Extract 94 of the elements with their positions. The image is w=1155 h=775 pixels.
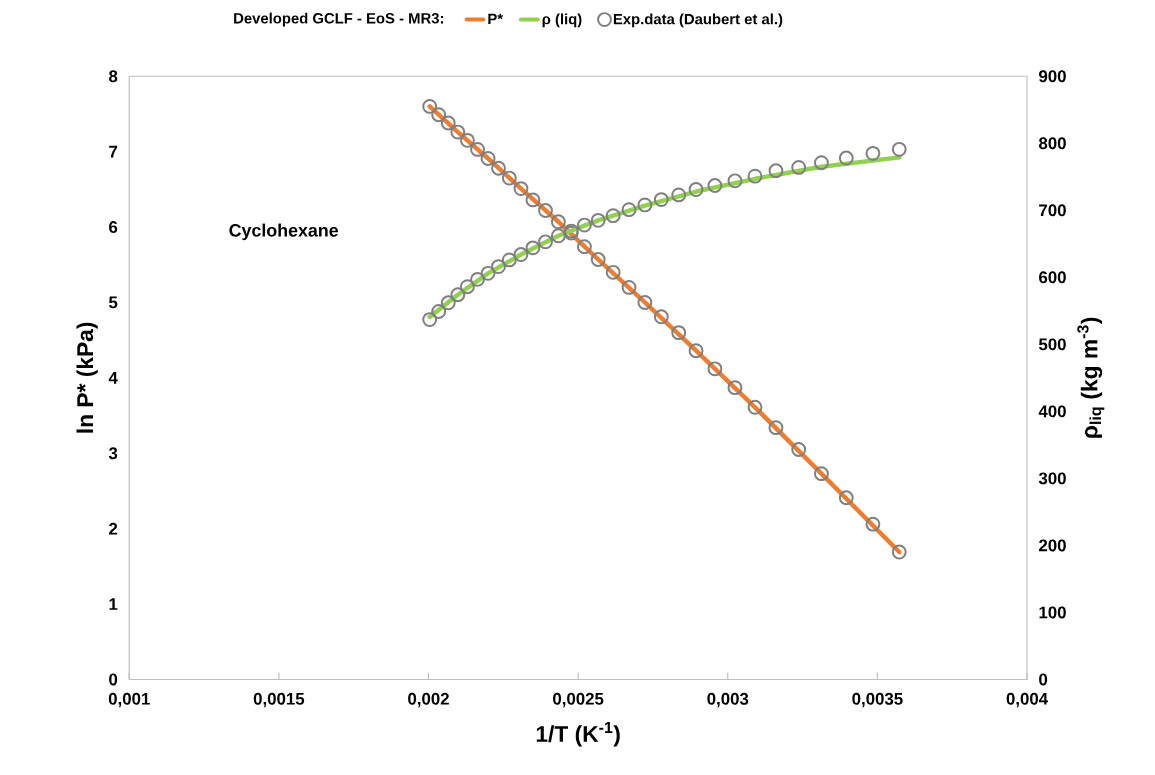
x-tick-label: 0,001 <box>108 693 150 708</box>
point <box>459 279 475 295</box>
point <box>470 272 486 287</box>
point <box>865 146 881 161</box>
point <box>431 304 447 320</box>
point <box>814 466 829 482</box>
y2-axis-title: ρ$_{liq}$ (kg m$^{-3}$) <box>1077 317 1105 439</box>
y2-tick-label: 600 <box>1039 271 1066 284</box>
y2-tick-label: 500 <box>1038 338 1066 351</box>
point <box>637 295 653 311</box>
point <box>791 160 807 176</box>
point <box>747 400 763 415</box>
y-tick-label: 1 <box>109 598 118 611</box>
point <box>653 192 669 208</box>
point <box>501 170 517 186</box>
point <box>637 197 653 213</box>
y-tick-label: 0 <box>109 673 118 686</box>
point <box>550 228 566 244</box>
point <box>480 266 496 281</box>
legend-label: ρ (liq) <box>542 13 582 28</box>
y-tick-label: 6 <box>109 221 118 234</box>
point <box>513 247 529 263</box>
point <box>891 544 907 560</box>
point <box>671 187 687 203</box>
y-tick-label: 7 <box>109 146 118 158</box>
y2-tick-label: 800 <box>1038 137 1066 150</box>
y2-tick-label: 900 <box>1039 70 1066 83</box>
y-tick-label: 4 <box>108 372 118 384</box>
point <box>791 442 807 458</box>
x-tick-label: 0,0015 <box>253 693 305 708</box>
point <box>891 142 907 157</box>
point <box>727 380 743 396</box>
point <box>747 168 763 184</box>
point <box>605 208 621 224</box>
x-tick-label: 0,002 <box>408 693 449 708</box>
y-tick-label: 2 <box>109 523 118 535</box>
annotation: Cyclohexane <box>229 223 339 241</box>
y-tick-label: 3 <box>108 447 118 460</box>
point <box>688 343 704 359</box>
point <box>491 161 506 176</box>
y2-tick-label: 0 <box>1039 673 1048 686</box>
point <box>525 240 541 256</box>
point <box>431 107 447 123</box>
x-tick-label: 0,0025 <box>553 693 604 708</box>
point <box>422 99 438 115</box>
point <box>688 182 704 198</box>
point <box>491 259 506 275</box>
point <box>450 287 466 303</box>
point <box>501 252 517 268</box>
point <box>671 325 687 341</box>
point <box>590 213 606 229</box>
point <box>621 202 637 218</box>
y-tick-label: 5 <box>108 296 118 309</box>
point <box>440 295 456 311</box>
point <box>590 252 606 268</box>
point <box>480 151 496 167</box>
y2-tick-label: 300 <box>1038 472 1066 485</box>
x-tick-label: 0,0035 <box>852 693 903 708</box>
x-axis-title: 1/T (K$^{-1}$) <box>536 722 620 747</box>
point <box>576 217 592 233</box>
point <box>422 312 438 328</box>
point <box>525 192 541 208</box>
point <box>576 239 592 255</box>
y2-tick-label: 100 <box>1039 606 1066 619</box>
point <box>768 163 784 179</box>
point <box>440 115 456 131</box>
point <box>621 280 637 296</box>
y-axis-title: ln P* (kPa) <box>76 322 98 433</box>
point <box>865 516 881 532</box>
y2-tick-label: 200 <box>1039 539 1066 552</box>
point <box>838 490 854 506</box>
point <box>605 265 621 280</box>
point <box>727 173 743 189</box>
point <box>838 150 854 166</box>
point <box>768 420 784 436</box>
point <box>814 155 829 171</box>
legend-label: Exp.data (Daubert et al.) <box>613 13 783 28</box>
legend-label: P* <box>488 13 504 25</box>
point <box>450 124 466 140</box>
y-tick-label: 8 <box>109 70 118 83</box>
y2-tick-label: 700 <box>1039 204 1066 217</box>
y2-tick-label: 400 <box>1038 405 1066 418</box>
point <box>707 178 723 194</box>
x-tick-label: 0,004 <box>1006 693 1048 708</box>
legend-title: Developed GCLF - EoS - MR3: <box>234 12 444 27</box>
point <box>538 203 553 219</box>
point <box>653 309 669 325</box>
point <box>459 133 475 148</box>
point <box>513 181 529 197</box>
point <box>550 214 566 230</box>
x-tick-label: 0,003 <box>707 693 749 708</box>
point <box>470 142 486 158</box>
point <box>538 234 553 250</box>
point <box>707 361 723 377</box>
